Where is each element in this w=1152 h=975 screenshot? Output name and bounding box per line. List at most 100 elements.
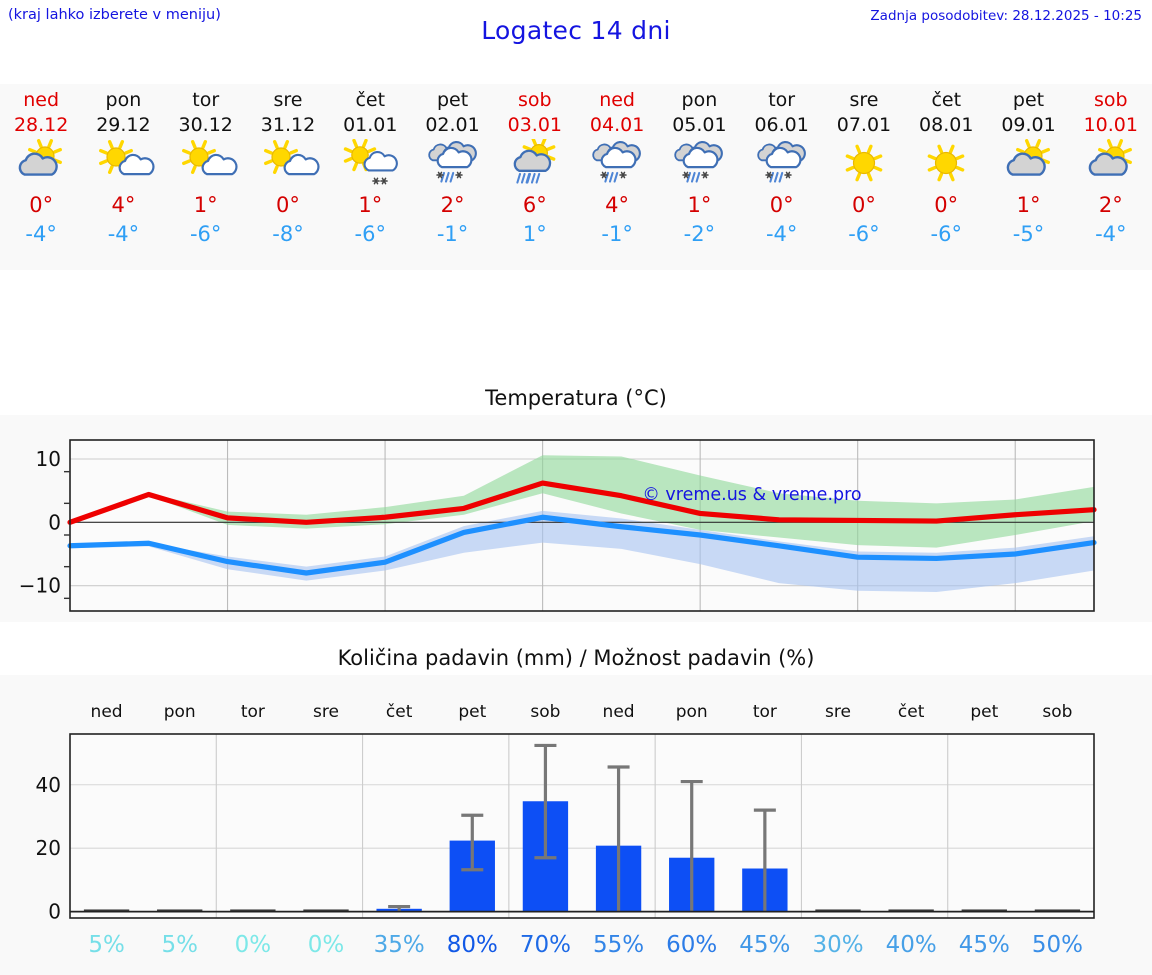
precipitation-plot: ned pon tor sre čet pet sob ned pon tor sre čet pet s… [0, 675, 1152, 975]
sun-cloud-rain-icon [503, 139, 567, 189]
precipitation-bar[interactable] [815, 909, 861, 912]
precipitation-bar[interactable] [1034, 909, 1081, 912]
max-temperature-value: 1° [687, 193, 712, 217]
precipitation-day-label: tor [241, 702, 265, 722]
min-temperature-value: 1° [522, 222, 547, 246]
precipitation-day-label: tor [753, 702, 777, 722]
day-date-label: 04.01 [589, 114, 645, 136]
day-of-week-label: sre [273, 89, 303, 111]
day-date-label: 06.01 [754, 114, 809, 136]
forecast-day-column[interactable]: pet 09.01 1° -5° [987, 84, 1069, 270]
precipitation-probability-label: 80% [447, 932, 498, 958]
mostly-cloudy-sun-icon [9, 139, 73, 189]
precipitation-day-label: sre [825, 702, 851, 722]
day-date-label: 09.01 [1001, 114, 1056, 136]
day-of-week-label: tor [192, 89, 220, 111]
min-temperature-value: -2° [683, 222, 716, 246]
precipitation-bar[interactable] [157, 909, 203, 912]
forecast-day-column[interactable]: sre 31.12 0° -8° [247, 84, 329, 270]
day-date-label: 03.01 [507, 114, 563, 136]
forecast-day-column[interactable]: čet 08.01 0° -6° [905, 84, 987, 270]
day-date-label: 05.01 [672, 114, 727, 136]
temperature-chart-section: Temperatura (°C) 10 0 −10 © vreme.us & vrem… [0, 382, 1152, 622]
forecast-day-column[interactable]: pon 29.12 4° -4° [82, 84, 164, 270]
forecast-day-column[interactable]: ned 28.12 0° -4° [0, 84, 82, 270]
precipitation-day-label: ned [603, 702, 635, 722]
day-date-label: 02.01 [425, 114, 480, 136]
day-date-label: 31.12 [260, 114, 316, 136]
precipitation-bar[interactable] [303, 909, 349, 912]
forecast-day-column[interactable]: pon 05.01 1° -2° [658, 84, 740, 270]
max-temperature-value: 2° [1098, 193, 1123, 217]
day-of-week-label: čet [355, 89, 386, 111]
precipitation-probability-label: 45% [739, 932, 790, 958]
max-temperature-value: 4° [605, 193, 630, 217]
sun-icon [914, 139, 978, 189]
precipitation-bar[interactable] [230, 909, 276, 912]
cloud-rain-snow-icon [585, 139, 649, 189]
min-temperature-value: -6° [354, 222, 386, 246]
precipitation-bar[interactable] [83, 909, 130, 912]
min-temperature-value: -5° [1012, 222, 1045, 246]
cloud-rain-snow-icon [421, 139, 485, 189]
partly-sunny-icon [256, 139, 320, 189]
last-updated-text: Zadnja posodobitev: 28.12.2025 - 10:25 [870, 8, 1142, 24]
forecast-day-column[interactable]: sob 03.01 6° 1° [494, 84, 576, 270]
min-temperature-value: -4° [1095, 222, 1127, 246]
precipitation-probability-label: 70% [520, 932, 571, 958]
precipitation-probability-label: 5% [161, 932, 198, 958]
precipitation-bar[interactable] [888, 909, 934, 912]
precipitation-day-label: ned [91, 702, 123, 722]
forecast-day-column[interactable]: tor 06.01 0° -4° [741, 84, 823, 270]
min-temperature-value: -6° [930, 222, 962, 246]
precipitation-probability-label: 5% [88, 932, 125, 958]
day-of-week-label: sre [849, 89, 879, 111]
precipitation-probability-label: 60% [666, 932, 717, 958]
precipitation-chart-section: Količina padavin (mm) / Možnost padavin … [0, 642, 1152, 975]
mostly-cloudy-sun-icon [1079, 139, 1143, 189]
cloud-rain-snow-icon [750, 139, 814, 189]
day-of-week-label: ned [23, 89, 60, 111]
temperature-plot: 10 0 −10 © vreme.us & vreme.pro [0, 415, 1152, 622]
precipitation-y-tick-label: 40 [36, 773, 61, 797]
max-temperature-value: 0° [276, 193, 300, 217]
min-temperature-value: -8° [272, 222, 304, 246]
precipitation-probability-label: 55% [593, 932, 644, 958]
max-temperature-value: 6° [522, 193, 547, 217]
forecast-day-column[interactable]: sob 10.01 2° -4° [1070, 84, 1152, 270]
min-temperature-value: -4° [765, 222, 798, 246]
cloud-rain-snow-icon [667, 139, 731, 189]
day-of-week-label: tor [768, 89, 796, 111]
sun-icon [832, 139, 896, 189]
day-of-week-label: čet [931, 89, 962, 111]
day-of-week-label: pon [105, 89, 142, 111]
max-temperature-value: 1° [193, 193, 218, 217]
forecast-day-column[interactable]: pet 02.01 2° -1° [411, 84, 493, 270]
day-date-label: 30.12 [178, 114, 233, 136]
forecast-day-column[interactable]: sre 07.01 0° -6° [823, 84, 905, 270]
forecast-day-column[interactable]: čet 01.01 1° -6° [329, 84, 411, 270]
day-of-week-label: ned [599, 89, 635, 111]
mostly-cloudy-sun-icon [997, 139, 1061, 189]
precipitation-bar[interactable] [961, 909, 1007, 912]
precipitation-chart-title: Količina padavin (mm) / Možnost padavin … [0, 642, 1152, 675]
precipitation-day-label: čet [386, 702, 413, 722]
min-temperature-value: -1° [601, 222, 633, 246]
day-of-week-label: pet [436, 89, 469, 111]
max-temperature-value: 1° [358, 193, 383, 217]
temperature-y-tick-label: 0 [48, 510, 61, 534]
min-temperature-value: -4° [107, 222, 140, 246]
temperature-chart-title: Temperatura (°C) [0, 382, 1152, 415]
precipitation-day-label: čet [898, 702, 925, 722]
temperature-y-tick-label: −10 [19, 574, 61, 598]
menu-hint-text: (kraj lahko izberete v meniju) [8, 7, 221, 23]
min-temperature-value: -6° [848, 222, 880, 246]
forecast-day-column[interactable]: ned 04.01 4° -1° [576, 84, 658, 270]
day-date-label: 29.12 [96, 114, 151, 136]
temperature-y-tick-label: 10 [36, 447, 61, 471]
precipitation-probability-label: 0% [308, 932, 345, 958]
partly-sunny-icon [174, 139, 238, 189]
forecast-day-column[interactable]: tor 30.12 1° -6° [165, 84, 247, 270]
day-of-week-label: pet [1012, 89, 1045, 111]
precipitation-probability-label: 50% [1032, 932, 1083, 958]
